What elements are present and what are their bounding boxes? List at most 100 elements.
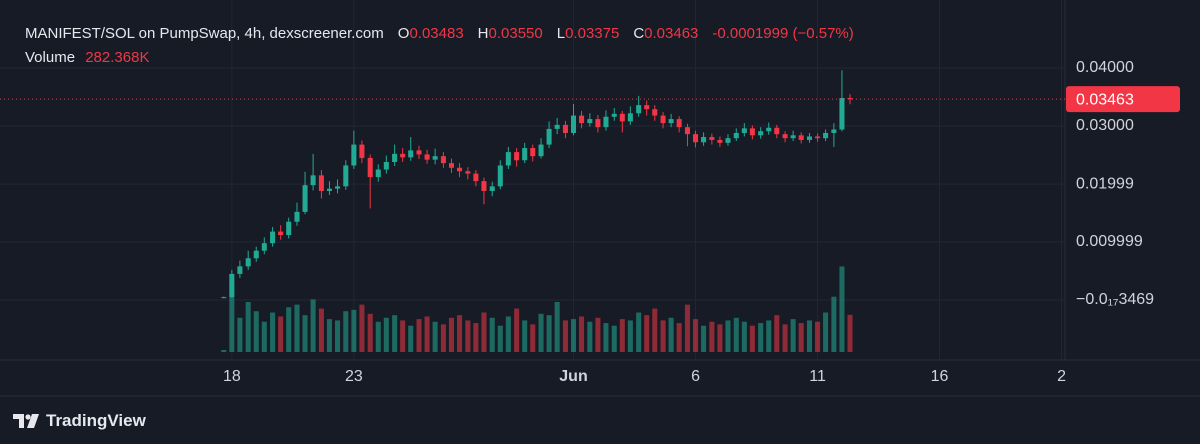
candle-body — [774, 127, 780, 135]
candle-body — [514, 152, 520, 161]
volume-last: 282.368K — [85, 49, 150, 66]
candle-body — [351, 144, 357, 166]
candle-body — [237, 266, 243, 274]
candle-body — [497, 165, 503, 187]
candle-body — [334, 186, 341, 189]
volume-bar — [408, 325, 414, 352]
candle-body — [294, 211, 300, 222]
ohlc-value: 0.03483 — [409, 25, 464, 42]
candle-body — [815, 136, 821, 139]
volume-bar — [432, 321, 438, 352]
candle-body — [619, 113, 625, 122]
candle-body — [562, 124, 568, 133]
ohlc-key: L — [556, 25, 566, 42]
volume-bar — [359, 304, 365, 352]
volume-legend: Volume 282.368K — [25, 49, 149, 66]
volume-bar — [692, 319, 699, 352]
candle-body — [408, 150, 414, 158]
volume-bar — [375, 321, 381, 352]
volume-bar — [383, 317, 389, 352]
volume-bar — [839, 266, 845, 352]
volume-bar — [440, 324, 446, 352]
candle-body — [286, 221, 292, 236]
x-tick-label: 2 — [1057, 368, 1066, 385]
volume-bar — [237, 317, 243, 352]
volume-bar — [367, 313, 373, 352]
candle-body — [806, 136, 813, 140]
candle-body — [245, 258, 251, 267]
volume-bar — [611, 325, 617, 352]
candle-body — [733, 132, 739, 139]
volume-bar — [522, 320, 528, 352]
volume-bar — [627, 320, 633, 352]
candle-body — [725, 138, 731, 143]
candle-body — [473, 173, 479, 182]
volume-bar — [741, 321, 747, 352]
volume-bar — [725, 320, 731, 352]
candle-body — [676, 119, 682, 128]
volume-title: Volume — [25, 49, 76, 66]
candle-body — [717, 139, 723, 143]
candle-body — [636, 105, 642, 114]
candle-body — [554, 124, 560, 129]
volume-bar — [465, 320, 471, 352]
candle-body — [603, 116, 609, 128]
volume-bar — [253, 311, 259, 352]
candle-body — [383, 161, 389, 170]
candle-body — [831, 129, 837, 133]
volume-bar — [457, 315, 463, 352]
volume-bar — [221, 350, 227, 352]
volume-bar — [619, 319, 625, 352]
volume-bar — [538, 313, 544, 352]
volume-bar — [424, 316, 430, 352]
volume-bar — [326, 319, 332, 352]
candle-body — [741, 128, 747, 133]
candle-body — [481, 181, 487, 191]
candle-body — [766, 127, 772, 132]
volume-bar — [416, 319, 422, 352]
volume-bar — [505, 316, 511, 352]
volume-bar — [831, 296, 837, 352]
candle-body — [684, 127, 690, 135]
candle-body — [579, 115, 585, 124]
volume-bar — [603, 323, 609, 352]
x-tick-label: Jun — [559, 368, 587, 385]
volume-bar — [334, 320, 341, 352]
volume-bar — [652, 308, 658, 352]
candle-body — [489, 186, 495, 191]
volume-bar — [400, 320, 406, 352]
y-tick-label: −0.0₁₇3469 — [1076, 291, 1154, 308]
volume-bar — [847, 314, 853, 352]
volume-bar — [684, 304, 690, 352]
volume-bar — [392, 315, 398, 352]
candle-body — [530, 148, 536, 157]
y-tick-label: 0.01999 — [1076, 175, 1134, 192]
volume-bar — [318, 308, 324, 352]
volume-bar — [749, 325, 755, 352]
candle-body — [595, 119, 601, 128]
volume-bar — [245, 302, 251, 352]
candle-body — [375, 169, 381, 178]
volume-bar — [310, 299, 316, 352]
last-price-box — [1066, 86, 1180, 113]
ohlc-value: 0.03550 — [488, 25, 543, 42]
ohlc-key: O — [397, 25, 410, 42]
candle-body — [749, 128, 755, 136]
candle-body — [302, 185, 308, 212]
candle-body — [692, 134, 699, 143]
volume-bar — [481, 312, 487, 352]
volume-bar — [261, 321, 267, 352]
volume-bar — [448, 317, 454, 352]
volume-bar — [294, 304, 300, 352]
candle-body — [709, 137, 715, 140]
candle-body — [660, 115, 666, 124]
volume-bar — [546, 315, 552, 352]
candle-body — [627, 113, 633, 122]
volume-bar — [709, 321, 715, 352]
volume-bar — [489, 317, 495, 352]
candle-body — [611, 113, 617, 117]
candle-body — [326, 188, 332, 191]
candle-body — [359, 144, 365, 158]
